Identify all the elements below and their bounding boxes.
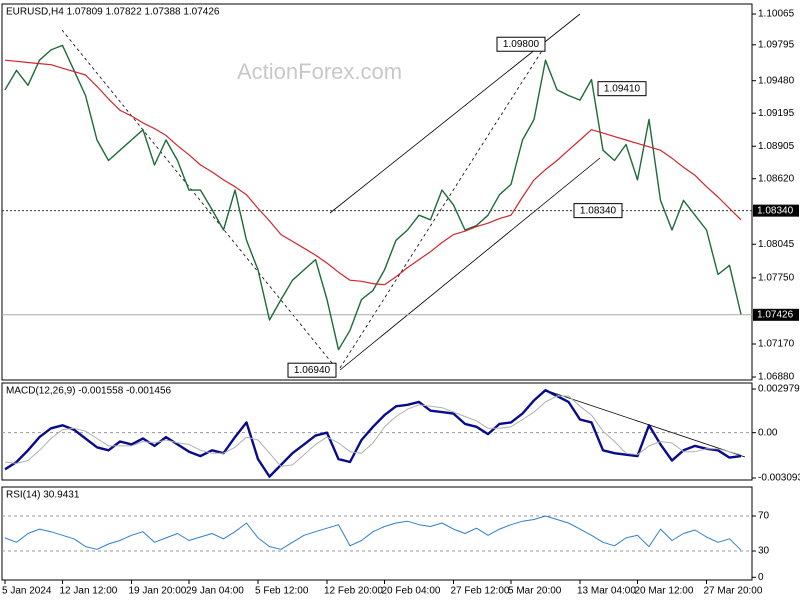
macd-trend: [544, 389, 746, 458]
annotation-label: 1.08340: [580, 205, 617, 216]
series-line: [4, 389, 742, 478]
panel-frame: [1, 382, 753, 481]
y-tick-label: 1.08045: [758, 239, 795, 250]
level-box: [753, 308, 799, 321]
y-tick-label: 1.10065: [758, 9, 795, 20]
panel-title: MACD(12,26,9) -0.001558 -0.001456: [6, 386, 172, 397]
channel-lower: [339, 157, 601, 371]
y-tick-label: 1.07170: [758, 339, 795, 350]
x-tick-label: 12 Feb 20:00: [324, 586, 383, 597]
x-tick-label: 13 Mar 04:00: [577, 586, 636, 597]
y-tick-label: 1.06880: [758, 372, 795, 383]
series-line: [4, 395, 742, 467]
x-tick-label: 20 Feb 04:00: [382, 586, 441, 597]
y-tick-label: 0.002979: [758, 384, 800, 395]
panel-title: EURUSD,H4 1.07809 1.07822 1.07388 1.0742…: [6, 7, 220, 18]
dotted-trend: [339, 45, 546, 369]
x-tick-label: 27 Feb 12:00: [451, 586, 510, 597]
y-tick-label: 0: [758, 572, 764, 583]
annotation-box: [496, 36, 546, 52]
panel-frame: [1, 3, 753, 381]
level-box: [753, 204, 799, 217]
annotation-box: [597, 81, 647, 97]
x-tick-label: 29 Jan 04:00: [186, 586, 244, 597]
y-tick-label: 1.09795: [758, 39, 795, 50]
annotation-box: [573, 203, 623, 219]
y-tick-label: 70: [758, 511, 770, 522]
annotation-box: [287, 362, 337, 378]
x-tick-label: 12 Jan 12:00: [60, 586, 118, 597]
series-line: [4, 44, 742, 351]
y-tick-label: 1.07750: [758, 273, 795, 284]
x-tick-label: 19 Jan 20:00: [129, 586, 187, 597]
y-tick-label: 1.08905: [758, 141, 795, 152]
y-tick-label: 1.08620: [758, 173, 795, 184]
series-line: [4, 515, 742, 551]
panel-frame: [1, 486, 753, 581]
watermark: ActionForex.com: [237, 59, 402, 84]
annotation-label: 1.09410: [604, 83, 641, 94]
x-tick-label: 27 Mar 20:00: [704, 586, 763, 597]
series-line: [4, 59, 742, 286]
level-label: 1.08340: [757, 205, 794, 216]
y-tick-label: 0.00: [758, 427, 778, 438]
y-tick-label: 1.09195: [758, 108, 795, 119]
panel-title: RSI(14) 30.9431: [6, 490, 80, 501]
x-tick-label: 5 Mar 20:00: [508, 586, 562, 597]
level-label: 1.07426: [757, 309, 794, 320]
y-tick-label: -0.003093: [758, 473, 800, 484]
dotted-trend: [61, 29, 337, 369]
y-tick-label: 30: [758, 546, 770, 557]
x-tick-label: 5 Feb 12:00: [255, 586, 309, 597]
y-tick-label: 1.09480: [758, 75, 795, 86]
x-tick-label: 20 Mar 12:00: [635, 586, 694, 597]
x-tick-label: 5 Jan 2024: [2, 586, 52, 597]
annotation-label: 1.09800: [503, 39, 540, 50]
annotation-label: 1.06940: [294, 365, 331, 376]
